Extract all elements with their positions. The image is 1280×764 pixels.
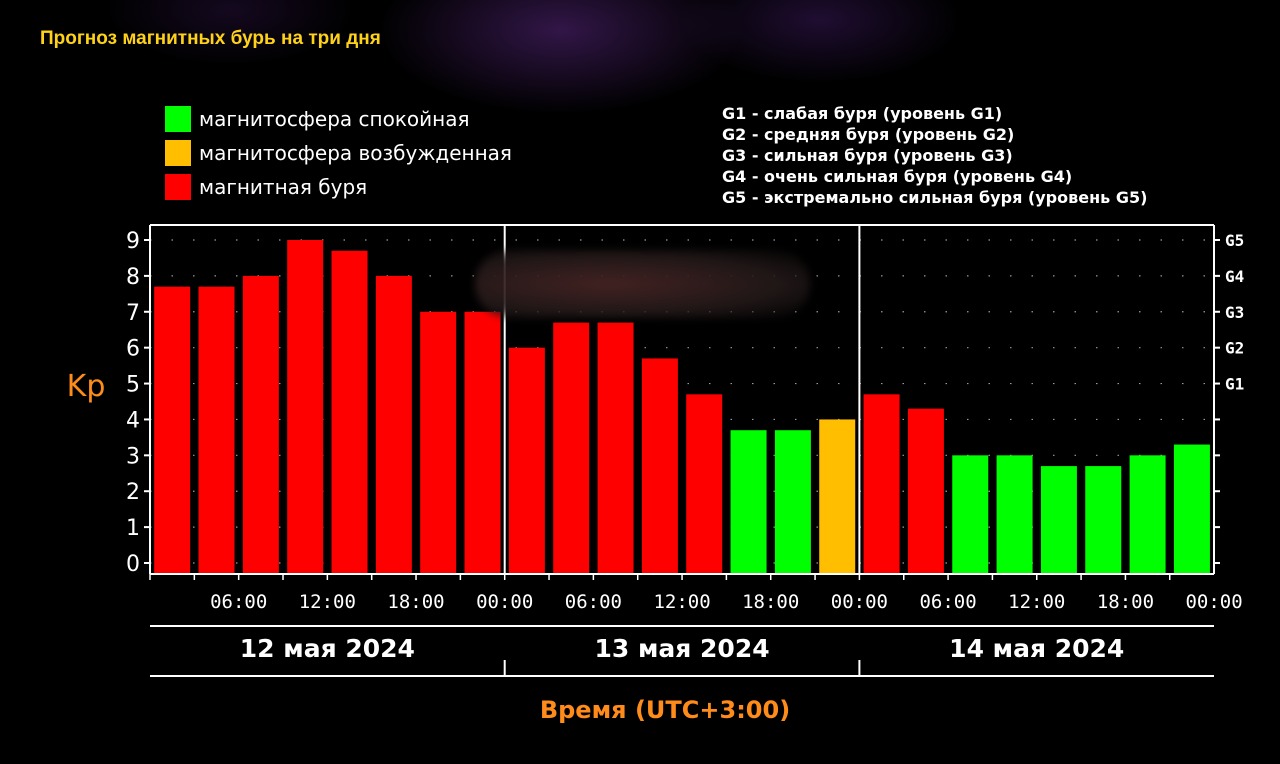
y-tick-label: 4 [126,408,140,433]
bar [686,394,723,574]
page-title: Прогноз магнитных бурь на три дня [40,28,381,49]
bar [863,394,900,574]
bar [287,240,324,574]
g-tick-label: G1 [1225,375,1244,394]
bar [420,311,457,574]
blurred-overlay [475,250,810,318]
y-tick-label: 8 [126,265,140,290]
legend-item-storm: магнитная буря [165,170,512,204]
day-label: 13 мая 2024 [594,634,769,663]
bar [907,408,944,574]
bar [641,358,678,574]
x-tick-label: 06:00 [919,591,976,613]
bar [1040,466,1077,574]
legend-swatch-quiet [165,106,191,132]
y-axis-title: Kp [67,369,106,404]
x-tick-label: 00:00 [476,591,533,613]
day-label: 14 мая 2024 [949,634,1124,663]
legend-label-quiet: магнитосфера спокойная [199,107,470,131]
x-tick-label: 06:00 [565,591,622,613]
y-tick-label: 7 [126,301,140,326]
bar [819,419,856,574]
x-tick-label: 18:00 [742,591,799,613]
g-level-g4: G4 - очень сильная буря (уровень G4) [722,167,1073,186]
labels-layer: 0 1 2 3 4 5 6 7 8 9 G1 G2 G3 G4 G5 06:00 12:00 18:00 00:00… [67,229,1245,724]
g-level-g2: G2 - средняя буря (уровень G2) [722,125,1015,144]
y-tick-label: 6 [126,337,140,362]
x-tick-label: 12:00 [653,591,710,613]
bar [1085,466,1122,574]
bar [597,322,634,574]
legend-label-storm: магнитная буря [199,175,368,199]
x-tick-label: 18:00 [387,591,444,613]
g-tick-label: G5 [1225,231,1244,250]
bar [730,430,767,574]
legend-label-active: магнитосфера возбужденная [199,141,512,165]
axes-layer [144,224,1220,677]
bar [198,286,235,574]
bar [553,322,590,574]
bar [1173,444,1210,574]
y-tick-label: 1 [126,516,140,541]
x-tick-label: 06:00 [210,591,267,613]
x-tick-label: 18:00 [1097,591,1154,613]
x-axis-title: Время (UTC+3:00) [540,696,790,724]
y-tick-label: 0 [126,552,140,577]
x-tick-label: 12:00 [1008,591,1065,613]
y-tick-label: 5 [126,373,140,398]
g-level-g3: G3 - сильная буря (уровень G3) [722,146,1013,165]
bar [774,430,811,574]
g-tick-label: G2 [1225,339,1244,358]
bar [464,311,501,574]
x-tick-label: 00:00 [1185,591,1242,613]
bar [331,250,368,574]
bar [996,455,1033,574]
g-level-g1: G1 - слабая буря (уровень G1) [722,104,1003,123]
bar [1129,455,1166,574]
bar [154,286,191,574]
g-level-g5: G5 - экстремально сильная буря (уровень … [722,188,1148,207]
bar [242,275,279,574]
bar [375,275,412,574]
bar [952,455,989,574]
legend-swatch-active [165,140,191,166]
legend-item-quiet: магнитосфера спокойная [165,102,512,136]
g-tick-label: G4 [1225,267,1244,286]
bar [508,347,545,574]
x-tick-label: 00:00 [831,591,888,613]
legend-item-active: магнитосфера возбужденная [165,136,512,170]
y-tick-label: 9 [126,229,140,254]
day-label: 12 мая 2024 [240,634,415,663]
legend: магнитосфера спокойная магнитосфера возб… [165,102,512,204]
bars-layer [154,240,1210,574]
g-tick-label: G3 [1225,303,1244,322]
x-tick-label: 12:00 [299,591,356,613]
y-tick-label: 3 [126,444,140,469]
g-level-legend: G1 - слабая буря (уровень G1) G2 - средн… [722,103,1147,208]
legend-swatch-storm [165,174,191,200]
y-tick-label: 2 [126,480,140,505]
